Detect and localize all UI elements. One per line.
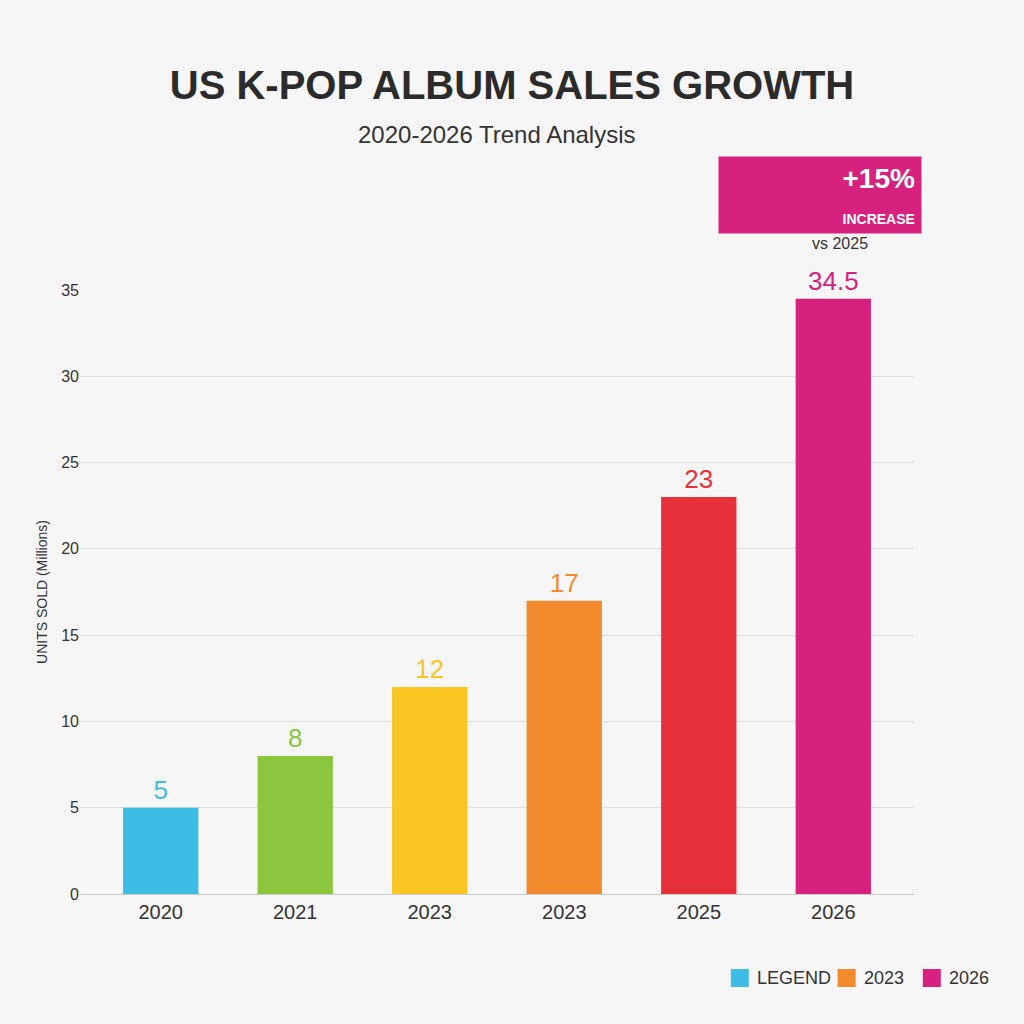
svg-text:10: 10 (61, 713, 79, 730)
svg-text:8: 8 (288, 723, 302, 753)
svg-text:5: 5 (153, 775, 167, 805)
svg-text:17: 17 (550, 568, 579, 598)
svg-text:US K-POP ALBUM SALES GROWTH: US K-POP ALBUM SALES GROWTH (170, 63, 854, 107)
svg-text:2023: 2023 (407, 901, 452, 923)
svg-text:LEGEND: LEGEND (757, 968, 831, 988)
svg-text:5: 5 (70, 799, 79, 816)
svg-text:2020: 2020 (138, 901, 183, 923)
svg-text:15: 15 (61, 627, 79, 644)
svg-text:2023: 2023 (542, 901, 587, 923)
svg-text:30: 30 (61, 368, 79, 385)
svg-text:12: 12 (415, 654, 444, 684)
svg-text:2026: 2026 (949, 968, 989, 988)
svg-text:+15%INCREASE: +15%INCREASE (843, 163, 915, 227)
svg-text:35: 35 (61, 282, 79, 299)
svg-text:2021: 2021 (273, 901, 318, 923)
svg-text:0: 0 (70, 886, 79, 903)
svg-text:2023: 2023 (864, 968, 904, 988)
svg-text:UNITS SOLD (Millions): UNITS SOLD (Millions) (34, 520, 50, 664)
svg-text:vs 2025: vs 2025 (812, 235, 868, 252)
svg-text:34.5: 34.5 (808, 266, 859, 296)
svg-text:2026: 2026 (811, 901, 856, 923)
svg-text:2020-2026 Trend Analysis: 2020-2026 Trend Analysis (358, 121, 636, 148)
svg-text:23: 23 (684, 464, 713, 494)
svg-text:2025: 2025 (677, 901, 722, 923)
svg-text:25: 25 (61, 454, 79, 471)
svg-text:20: 20 (61, 540, 79, 557)
